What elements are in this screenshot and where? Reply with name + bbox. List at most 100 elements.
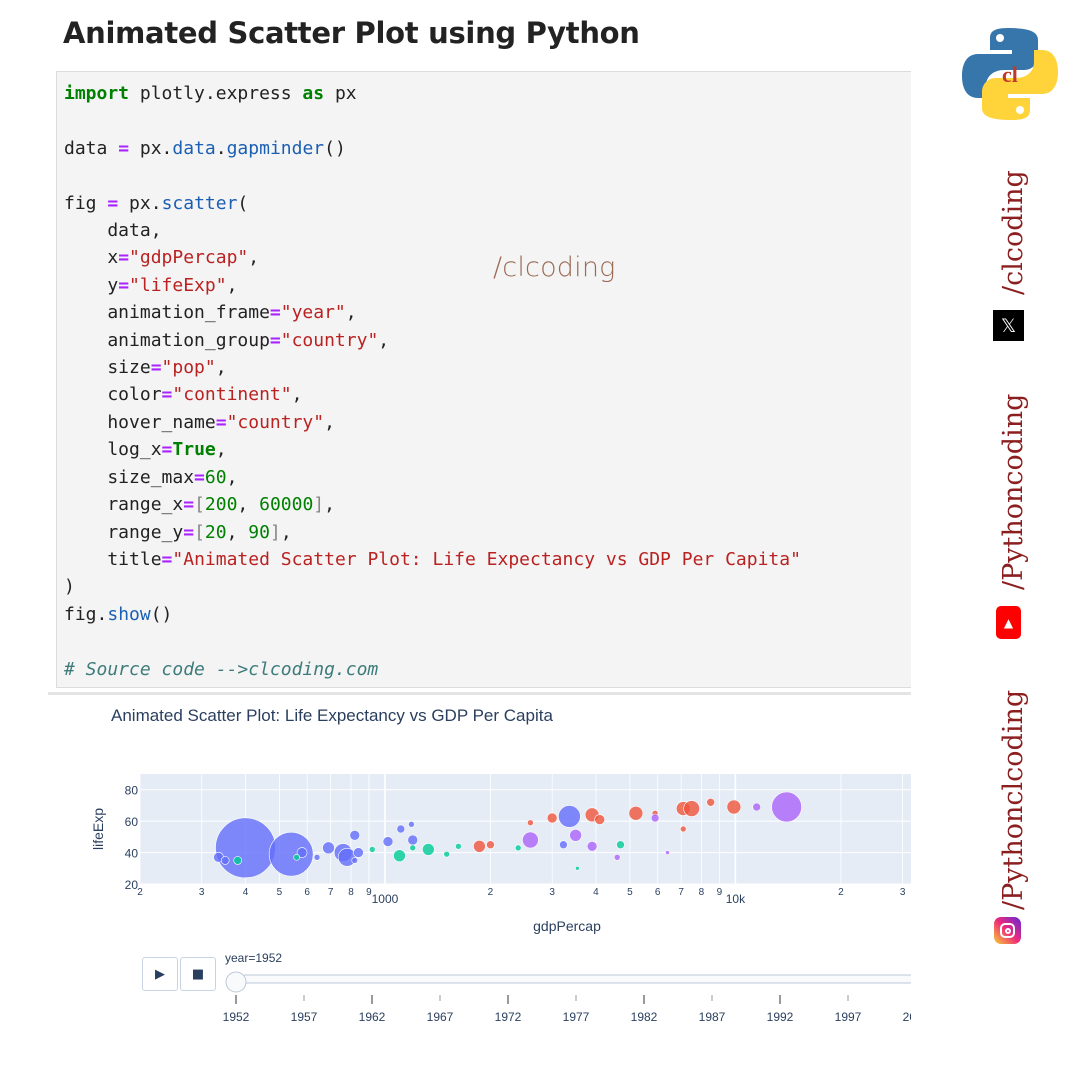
x-tick-label: 1000 (372, 892, 399, 906)
slider-year-label[interactable]: 1957 (291, 1010, 318, 1024)
youtube-icon[interactable]: ▲ (996, 606, 1021, 639)
scatter-point[interactable] (349, 829, 361, 841)
x-icon[interactable]: 𝕏 (993, 310, 1024, 341)
slider-rail[interactable] (228, 974, 911, 984)
code-token: [ (194, 494, 205, 516)
slider-year-label[interactable]: 1997 (835, 1010, 862, 1024)
scatter-point[interactable] (215, 817, 276, 879)
scatter-point[interactable] (594, 814, 606, 825)
code-token: fig. (64, 603, 108, 625)
scatter-point[interactable] (569, 828, 582, 842)
scatter-point[interactable] (613, 853, 621, 861)
y-tick-label: 20 (125, 878, 139, 892)
scatter-point[interactable] (752, 802, 761, 812)
code-token: y (64, 274, 119, 296)
scatter-point[interactable] (268, 831, 314, 877)
scatter-point[interactable] (293, 853, 301, 861)
animation-slider[interactable]: year=1952 1952 1957 1962 1967 1972 1977 1982 19… (223, 951, 911, 1024)
code-token: data (172, 137, 216, 159)
scatter-point[interactable] (628, 805, 644, 821)
slider-year-label[interactable]: 1967 (427, 1010, 454, 1024)
instagram-handle[interactable]: /Pythonclcoding (998, 689, 1029, 910)
code-token: , (215, 357, 227, 379)
output-divider (48, 692, 911, 695)
scatter-point[interactable] (616, 840, 625, 850)
code-token: show (107, 603, 151, 625)
scatter-point[interactable] (706, 797, 715, 807)
scatter-point[interactable] (409, 844, 417, 852)
scatter-point[interactable] (408, 820, 415, 828)
scatter-point[interactable] (407, 834, 419, 846)
scatter-point[interactable] (650, 813, 660, 823)
play-button[interactable]: ▶ (142, 957, 178, 991)
twitter-handle[interactable]: /clcoding (998, 170, 1029, 295)
slider-year-label[interactable]: 2002 (903, 1010, 911, 1024)
x-tick-label: 4 (243, 887, 249, 898)
scatter-point[interactable] (443, 850, 450, 858)
code-token: range_x (64, 494, 184, 516)
slider-year-label[interactable]: 1987 (699, 1010, 726, 1024)
scatter-point[interactable] (313, 853, 321, 861)
slider-ticks: 1952 1957 1962 1967 1972 1977 1982 1987 1992 1997… (223, 995, 911, 1024)
scatter-point[interactable] (382, 836, 394, 847)
scatter-point[interactable] (353, 847, 364, 858)
scatter-point[interactable] (771, 791, 802, 823)
scatter-point[interactable] (586, 840, 598, 852)
code-token: fig (64, 192, 108, 214)
scatter-point[interactable] (486, 840, 495, 850)
code-token: px. (129, 137, 173, 159)
scatter-point[interactable] (726, 799, 742, 815)
scatter-point[interactable] (558, 805, 581, 828)
slider-year-label[interactable]: 1952 (223, 1010, 250, 1024)
code-token: data (64, 137, 119, 159)
scatter-point[interactable] (665, 850, 670, 855)
scatter-point[interactable] (322, 841, 335, 855)
instagram-icon[interactable] (994, 917, 1021, 944)
youtube-handle[interactable]: /Pythoncoding (998, 393, 1029, 590)
scatter-point[interactable] (575, 865, 580, 871)
scatter-point[interactable] (422, 843, 435, 856)
social-sidebar: cl /clcoding 𝕏 /Pythoncoding ▲ /Pythoncl… (930, 0, 1080, 1080)
code-token: size (64, 357, 151, 379)
scatter-point[interactable] (527, 819, 534, 827)
code-token: = (118, 247, 130, 269)
x-tick-label: 5 (627, 887, 633, 898)
scatter-point[interactable] (220, 856, 230, 865)
code-token: ] (269, 521, 281, 543)
slider-year-label[interactable]: 1982 (631, 1010, 658, 1024)
slider-year-label[interactable]: 1962 (359, 1010, 386, 1024)
slider-year-label[interactable]: 1972 (495, 1010, 522, 1024)
scatter-point[interactable] (296, 847, 308, 858)
stop-icon: ■ (191, 966, 205, 982)
scatter-point[interactable] (368, 846, 376, 853)
scatter-point[interactable] (393, 849, 406, 863)
scatter-point[interactable] (522, 831, 539, 849)
plot-output[interactable]: Animated Scatter Plot: Life Expectancy v… (0, 695, 911, 1080)
slider-year-label[interactable]: 1992 (767, 1010, 794, 1024)
slider-year-label[interactable]: 1977 (563, 1010, 590, 1024)
scatter-point[interactable] (683, 800, 700, 817)
stop-button[interactable]: ■ (180, 957, 216, 991)
y-axis-label: lifeExp (90, 808, 106, 850)
code-token: = (150, 357, 162, 379)
slider-handle[interactable] (225, 971, 247, 993)
slider-current-value: year=1952 (225, 951, 282, 965)
scatter-point[interactable] (396, 824, 406, 834)
code-token: log_x (64, 439, 162, 461)
scatter-point[interactable] (473, 839, 486, 853)
y-tick-label: 40 (125, 847, 139, 861)
code-token: "country" (226, 411, 325, 433)
scatter-point[interactable] (351, 857, 359, 864)
scatter-point[interactable] (514, 844, 522, 852)
code-token: , (237, 494, 260, 516)
scatter-point[interactable] (679, 825, 687, 833)
code-token: () (324, 137, 346, 159)
scatter-point[interactable] (233, 856, 242, 865)
code-cell[interactable]: import plotly.express as px data = px.da… (56, 71, 911, 688)
scatter-chart[interactable]: Animated Scatter Plot: Life Expectancy v… (0, 695, 911, 1080)
scatter-point[interactable] (559, 840, 568, 850)
data-points[interactable] (213, 791, 802, 879)
code-token: "continent" (172, 384, 292, 406)
scatter-point[interactable] (455, 842, 462, 850)
scatter-point[interactable] (546, 812, 558, 824)
